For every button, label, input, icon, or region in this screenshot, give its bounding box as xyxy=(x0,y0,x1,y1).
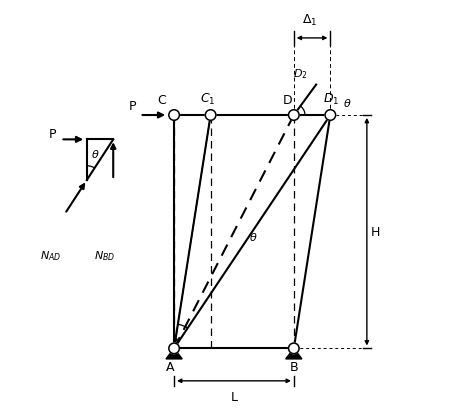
Text: $D_2$: $D_2$ xyxy=(293,67,308,81)
Circle shape xyxy=(205,110,216,120)
Polygon shape xyxy=(166,348,182,359)
Circle shape xyxy=(325,110,336,120)
Text: L: L xyxy=(230,391,237,404)
Text: $\Delta_1$: $\Delta_1$ xyxy=(302,13,318,28)
Text: C: C xyxy=(157,94,166,107)
Text: $N_{BD}$: $N_{BD}$ xyxy=(94,249,116,263)
Text: D: D xyxy=(283,94,292,107)
Text: H: H xyxy=(371,226,380,239)
Circle shape xyxy=(289,343,299,354)
Text: $\theta$: $\theta$ xyxy=(343,97,352,109)
Text: $\theta$: $\theta$ xyxy=(249,231,258,243)
Circle shape xyxy=(289,110,299,120)
Text: $C_1$: $C_1$ xyxy=(200,92,215,107)
Text: $N_{AD}$: $N_{AD}$ xyxy=(40,249,61,263)
Text: B: B xyxy=(290,361,298,373)
Circle shape xyxy=(169,343,179,354)
Text: $\theta$: $\theta$ xyxy=(91,148,99,160)
Text: P: P xyxy=(129,100,137,113)
Text: $D_1$: $D_1$ xyxy=(323,92,339,107)
Polygon shape xyxy=(286,348,302,359)
Circle shape xyxy=(169,110,179,120)
Text: A: A xyxy=(166,361,174,373)
Text: P: P xyxy=(49,128,56,141)
